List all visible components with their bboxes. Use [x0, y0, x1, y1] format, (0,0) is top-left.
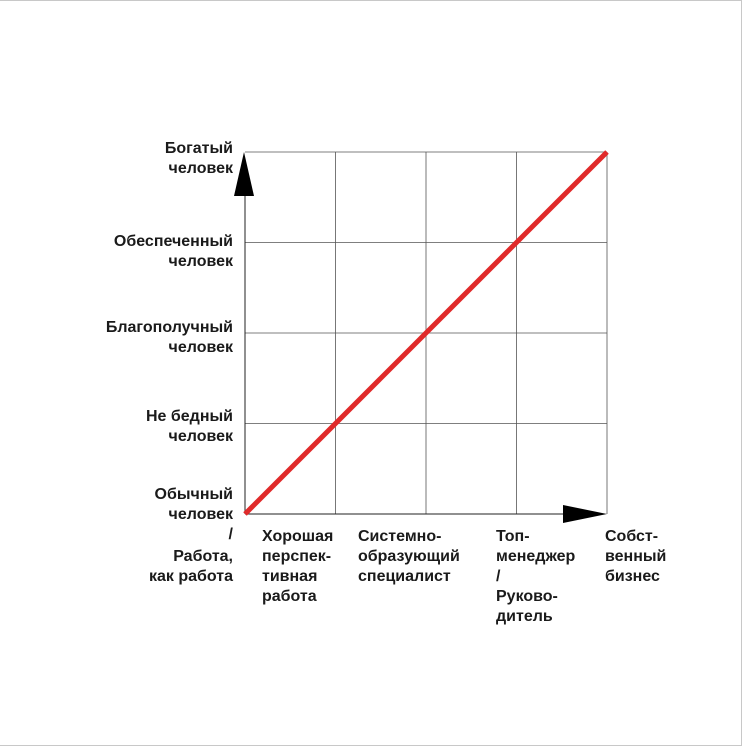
- series: [243, 150, 609, 516]
- x-axis-arrow: [563, 505, 607, 523]
- y-axis-labels: Обычный человек/Не бедный человек Благополу…: [106, 140, 234, 543]
- x-tick-label: Хорошая перспек-тивная работа: [262, 528, 333, 605]
- y-axis-arrow: [234, 152, 254, 196]
- y-tick-label: Обычный человек /: [155, 486, 234, 543]
- x-tick-label: Системно-образующий специалист: [358, 528, 460, 585]
- x-tick-label: Работа, как работа: [149, 548, 233, 585]
- x-tick-label: Собст-венный бизнес: [605, 528, 666, 585]
- y-tick-label: Богатый человек: [165, 140, 234, 177]
- series-line: [243, 150, 609, 516]
- x-tick-label: Топ-менеджер / Руково-дитель: [496, 528, 575, 625]
- x-axis-labels: Работа, как работа Хорошая перспек-тивная ра…: [149, 528, 666, 625]
- y-tick-label: Не бедный человек: [146, 408, 234, 445]
- y-tick-label: Обеспеченный человек: [114, 233, 234, 270]
- y-tick-label: Благополучный человек: [106, 319, 234, 356]
- axes: [234, 152, 607, 523]
